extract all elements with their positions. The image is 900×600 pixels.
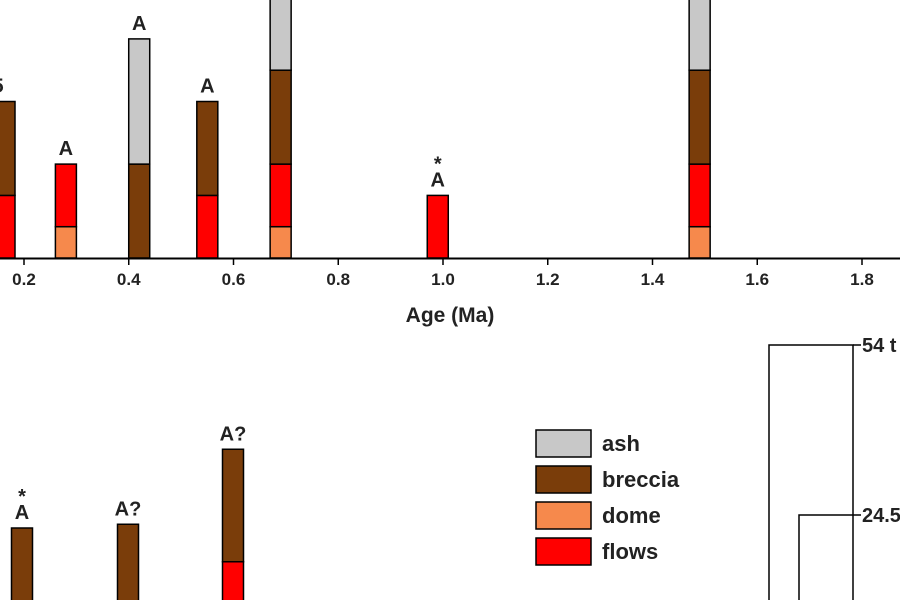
legend-label: dome: [602, 503, 661, 528]
top-bars: 5AAAA*: [0, 0, 711, 259]
scale-label-upper: 54 t: [862, 335, 897, 357]
bar-segment-dome: [54, 225, 78, 259]
bar-group: A?: [220, 423, 247, 600]
scale-label-lower: 24.5: [862, 505, 900, 527]
bar-group: A?: [115, 498, 142, 600]
bar-segment-breccia: [196, 100, 219, 197]
bar-label: A: [59, 138, 73, 160]
x-tick-label: 0.8: [326, 270, 350, 289]
bar-label: A: [132, 13, 146, 35]
bar-segment-breccia: [221, 448, 245, 563]
bar-segment-flows: [221, 561, 245, 600]
legend-item-breccia: breccia: [535, 465, 680, 494]
bar-segment-flows: [269, 163, 292, 228]
legend-label: breccia: [602, 467, 680, 492]
legend-item-flows: flows: [535, 537, 658, 566]
scale-bracket: 54 t 24.5: [768, 335, 900, 600]
bar-segment-ash: [688, 0, 711, 71]
bar-segment-breccia: [269, 69, 292, 165]
x-tick-label: 1.4: [641, 270, 665, 289]
bar-group: A: [54, 138, 78, 259]
x-tick-label: 1.0: [431, 270, 455, 289]
bar-marker: *: [434, 153, 442, 175]
bottom-chart: A* A? A?: [10, 423, 247, 600]
bar-group: 5: [0, 76, 16, 259]
bar-group: [688, 0, 711, 259]
legend-swatch: [535, 429, 592, 458]
legend-swatch: [535, 537, 592, 566]
bar-label: A: [200, 76, 214, 98]
bar-marker: *: [18, 486, 26, 508]
bar-group: A: [127, 13, 151, 259]
legend-swatch: [535, 465, 592, 494]
legend-item-dome: dome: [535, 501, 661, 530]
bar-segment-breccia: [127, 163, 151, 259]
bar-group: [269, 0, 292, 259]
bar-segment-flows: [426, 194, 450, 259]
bar-label: A?: [220, 423, 247, 445]
bar-segment-dome: [688, 225, 711, 259]
bar-segment-dome: [269, 225, 292, 259]
x-tick-label: 1.2: [536, 270, 560, 289]
x-tick-label: 0.4: [117, 270, 141, 289]
bar-segment-ash: [127, 38, 151, 165]
x-tick-label: 0.6: [222, 270, 246, 289]
bar-segment-breccia: [688, 69, 711, 165]
x-tick-label: 1.8: [850, 270, 874, 289]
bar-segment-flows: [54, 163, 78, 228]
x-axis-ticks: 0.2 0.4 0.6 0.8 1.0 1.2 1.4 1.6 1.8: [12, 258, 874, 289]
bar-segment-breccia: [0, 100, 16, 197]
top-chart: 5AAAA* 0.20.40.60.81.01.21.41.61.8 Age (…: [0, 0, 900, 327]
legend-label: ash: [602, 431, 640, 456]
x-tick-label: 0.2: [12, 270, 36, 289]
bar-segment-flows: [196, 194, 219, 259]
bar-segment-breccia: [116, 523, 140, 600]
scale-inner-bracket: [798, 514, 853, 600]
legend-label: flows: [602, 539, 658, 564]
bar-segment-flows: [0, 194, 16, 259]
x-axis-title: Age (Ma): [406, 304, 495, 327]
bar-segment-flows: [688, 163, 711, 228]
bar-label: A: [15, 502, 29, 524]
x-tick-label: 1.6: [745, 270, 769, 289]
bar-group: A*: [426, 153, 450, 259]
bar-label: A: [431, 169, 445, 191]
bar-group: A*: [10, 486, 34, 600]
legend-swatch: [535, 501, 592, 530]
bottom-bars: A* A? A?: [10, 423, 247, 600]
bar-label: 5: [0, 76, 4, 98]
bar-group: A: [196, 76, 219, 259]
bar-label: A?: [115, 498, 142, 520]
scale-outer-bracket: [768, 344, 854, 600]
bar-segment-breccia: [10, 527, 34, 600]
legend: ash breccia dome flows: [535, 429, 680, 566]
bar-segment-ash: [269, 0, 292, 71]
legend-item-ash: ash: [535, 429, 640, 458]
